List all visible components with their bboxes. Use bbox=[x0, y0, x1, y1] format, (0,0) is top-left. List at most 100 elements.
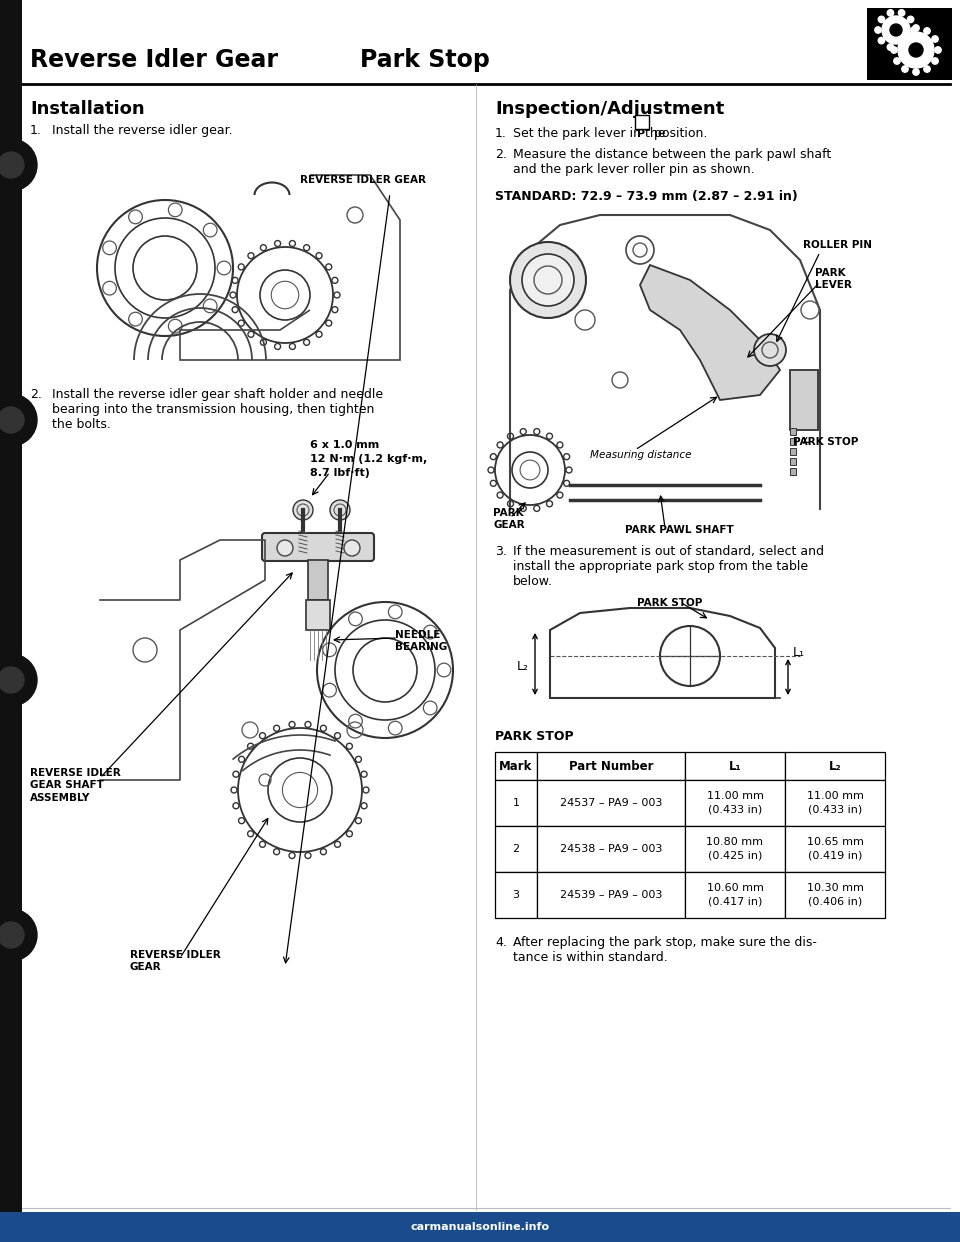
Text: 11.00 mm
(0.433 in): 11.00 mm (0.433 in) bbox=[806, 791, 863, 815]
Circle shape bbox=[898, 32, 934, 68]
Text: L₂: L₂ bbox=[828, 760, 841, 773]
Bar bbox=[790, 458, 796, 465]
Circle shape bbox=[913, 68, 920, 76]
Text: 1.: 1. bbox=[495, 127, 507, 140]
Circle shape bbox=[754, 334, 786, 366]
Bar bbox=[495, 780, 537, 826]
Circle shape bbox=[293, 501, 313, 520]
Bar bbox=[306, 600, 330, 630]
Circle shape bbox=[0, 394, 37, 446]
Text: 1.: 1. bbox=[30, 124, 42, 137]
Text: 6 x 1.0 mm: 6 x 1.0 mm bbox=[310, 440, 379, 450]
Text: 11.00 mm
(0.433 in): 11.00 mm (0.433 in) bbox=[707, 791, 763, 815]
Text: Measuring distance: Measuring distance bbox=[590, 450, 691, 460]
Text: Install the reverse idler gear.: Install the reverse idler gear. bbox=[52, 124, 232, 137]
Bar bbox=[685, 872, 785, 918]
Text: www.emanualpro.com: www.emanualpro.com bbox=[30, 1222, 138, 1232]
Circle shape bbox=[907, 37, 914, 43]
Text: 4.: 4. bbox=[495, 936, 507, 949]
Circle shape bbox=[344, 540, 360, 556]
Bar bbox=[790, 448, 796, 455]
Text: and the park lever roller pin as shown.: and the park lever roller pin as shown. bbox=[513, 163, 755, 176]
Text: Reverse Idler Gear: Reverse Idler Gear bbox=[30, 48, 278, 72]
Text: 10.65 mm
(0.419 in): 10.65 mm (0.419 in) bbox=[806, 837, 863, 861]
Text: install the appropriate park stop from the table: install the appropriate park stop from t… bbox=[513, 560, 808, 573]
Text: PARK STOP: PARK STOP bbox=[793, 437, 858, 447]
Bar bbox=[790, 370, 818, 430]
Circle shape bbox=[0, 667, 24, 693]
Text: Measure the distance between the park pawl shaft: Measure the distance between the park pa… bbox=[513, 148, 831, 161]
Bar bbox=[785, 826, 885, 872]
Circle shape bbox=[0, 922, 24, 948]
Text: 24538 – PA9 – 003: 24538 – PA9 – 003 bbox=[560, 845, 662, 854]
Circle shape bbox=[891, 47, 898, 53]
Text: bearing into the transmission housing, then tighten: bearing into the transmission housing, t… bbox=[52, 402, 374, 416]
Circle shape bbox=[899, 43, 904, 51]
Circle shape bbox=[894, 58, 900, 65]
Bar bbox=[685, 751, 785, 780]
Bar bbox=[785, 780, 885, 826]
Circle shape bbox=[0, 407, 24, 433]
Bar bbox=[790, 438, 796, 445]
Text: 12 N·m (1.2 kgf·m,: 12 N·m (1.2 kgf·m, bbox=[310, 455, 427, 465]
Text: Park Stop: Park Stop bbox=[360, 48, 490, 72]
Text: Set the park lever in the: Set the park lever in the bbox=[513, 127, 669, 140]
Text: 8.7 lbf·ft): 8.7 lbf·ft) bbox=[310, 468, 370, 478]
Text: PARK
LEVER: PARK LEVER bbox=[815, 268, 852, 291]
Circle shape bbox=[924, 66, 930, 72]
Bar bbox=[867, 7, 952, 79]
Text: If the measurement is out of standard, select and: If the measurement is out of standard, s… bbox=[513, 545, 824, 558]
Text: STANDARD: 72.9 – 73.9 mm (2.87 – 2.91 in): STANDARD: 72.9 – 73.9 mm (2.87 – 2.91 in… bbox=[495, 190, 798, 202]
Text: REVERSE IDLER
GEAR: REVERSE IDLER GEAR bbox=[130, 950, 221, 972]
Bar bbox=[685, 780, 785, 826]
Text: 1: 1 bbox=[513, 799, 519, 809]
Text: 24537 – PA9 – 003: 24537 – PA9 – 003 bbox=[560, 799, 662, 809]
Bar bbox=[537, 872, 685, 918]
Text: L₂: L₂ bbox=[517, 660, 529, 672]
Text: REVERSE IDLER
GEAR SHAFT
ASSEMBLY: REVERSE IDLER GEAR SHAFT ASSEMBLY bbox=[30, 768, 121, 802]
Circle shape bbox=[887, 43, 894, 51]
Bar bbox=[0, 0, 22, 1242]
Text: P: P bbox=[637, 129, 645, 139]
Text: 10.30 mm
(0.406 in): 10.30 mm (0.406 in) bbox=[806, 883, 863, 907]
Bar bbox=[0, 1212, 960, 1242]
Polygon shape bbox=[640, 265, 780, 400]
Circle shape bbox=[909, 43, 923, 57]
Text: 14-231: 14-231 bbox=[695, 1222, 781, 1242]
Bar bbox=[790, 468, 796, 474]
Text: 2.: 2. bbox=[30, 388, 42, 401]
Circle shape bbox=[924, 27, 930, 34]
Text: tance is within standard.: tance is within standard. bbox=[513, 951, 668, 964]
Text: Mark: Mark bbox=[499, 760, 533, 773]
Circle shape bbox=[907, 16, 914, 22]
Text: the bolts.: the bolts. bbox=[52, 419, 110, 431]
Bar bbox=[495, 751, 537, 780]
Circle shape bbox=[878, 16, 884, 22]
Text: After replacing the park stop, make sure the dis-: After replacing the park stop, make sure… bbox=[513, 936, 817, 949]
Text: 3.: 3. bbox=[495, 545, 507, 558]
Text: Install the reverse idler gear shaft holder and needle: Install the reverse idler gear shaft hol… bbox=[52, 388, 383, 401]
FancyBboxPatch shape bbox=[635, 114, 649, 128]
Text: REVERSE IDLER GEAR: REVERSE IDLER GEAR bbox=[300, 175, 426, 185]
Bar bbox=[537, 780, 685, 826]
Circle shape bbox=[0, 909, 37, 961]
Circle shape bbox=[899, 10, 904, 16]
Text: ROLLER PIN: ROLLER PIN bbox=[803, 240, 872, 250]
Circle shape bbox=[878, 37, 884, 43]
Text: position.: position. bbox=[650, 127, 708, 140]
Bar bbox=[790, 428, 796, 435]
Circle shape bbox=[330, 501, 350, 520]
Circle shape bbox=[0, 655, 37, 705]
Circle shape bbox=[887, 10, 894, 16]
Bar bbox=[495, 826, 537, 872]
Circle shape bbox=[277, 540, 293, 556]
Bar bbox=[495, 872, 537, 918]
Text: 24539 – PA9 – 003: 24539 – PA9 – 003 bbox=[560, 891, 662, 900]
Text: PARK STOP: PARK STOP bbox=[495, 730, 574, 743]
FancyBboxPatch shape bbox=[262, 533, 374, 561]
Circle shape bbox=[894, 36, 900, 42]
Text: below.: below. bbox=[513, 575, 553, 587]
Text: Installation: Installation bbox=[30, 101, 145, 118]
Text: Part Number: Part Number bbox=[568, 760, 653, 773]
Circle shape bbox=[932, 58, 938, 65]
